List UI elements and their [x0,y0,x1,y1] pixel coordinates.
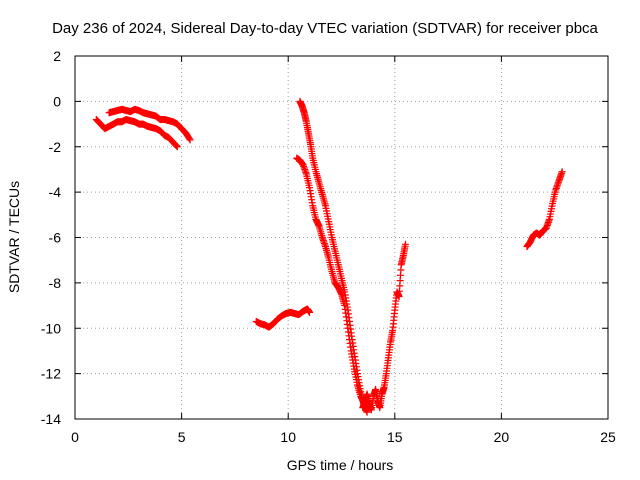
y-tick-label: -8 [49,275,62,291]
plot-frame [74,55,609,420]
y-tick-label: -2 [49,139,62,155]
y-tick-label: -10 [41,320,61,336]
data-point [401,240,409,248]
data-point [173,143,181,151]
y-tick-label: -14 [41,411,61,427]
x-tick-label: 5 [178,429,186,445]
data-point [306,308,314,316]
series-arc-1a [92,116,181,151]
series-arc-3c [359,240,409,414]
series-arc-3a [296,97,371,416]
chart-title: Day 236 of 2024, Sidereal Day-to-day VTE… [52,20,598,37]
series-arc-3b [293,154,371,412]
x-tick-label: 10 [280,429,296,445]
data-point [172,141,180,149]
data-point [173,142,181,150]
grid [75,56,608,419]
data-point [558,168,566,176]
y-tick-label: 2 [53,48,61,64]
x-axis-label: GPS time / hours [287,457,394,473]
x-tick-label: 0 [71,429,79,445]
data-points [92,97,566,416]
y-tick-label: -12 [41,366,61,382]
x-tick-label: 25 [600,429,616,445]
series-arc-1b [105,105,194,144]
x-tick-label: 15 [387,429,403,445]
y-tick-label: -4 [49,184,62,200]
series-arc-4 [523,168,566,251]
series-arc-2 [252,305,314,331]
y-axis-label: SDTVAR / TECUs [6,181,22,293]
x-tick-label: 20 [494,429,510,445]
y-tick-label: 0 [53,93,61,109]
data-point [186,136,194,144]
data-point [185,135,193,143]
y-tick-label: -6 [49,230,62,246]
